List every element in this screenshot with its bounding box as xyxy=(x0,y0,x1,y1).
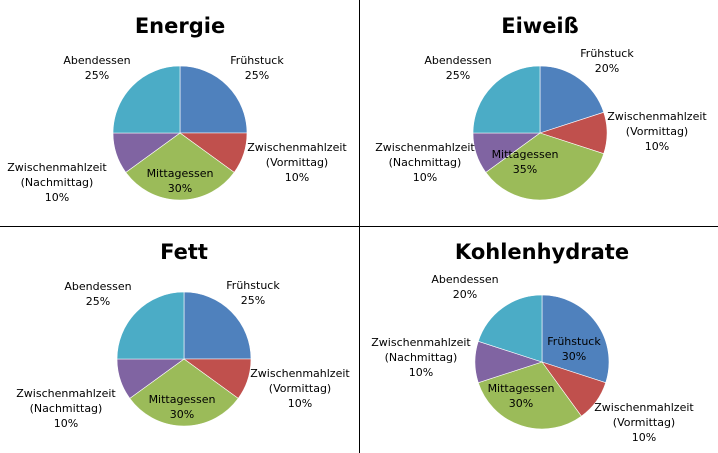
data-label-fruehstueck: Frühstuck 25% xyxy=(226,279,280,307)
chart-panel-kohlenhydrate: Kohlenhydrate Frühstuck 30% Zwischenmahlzei… xyxy=(359,226,718,452)
pie-chart-kohlenhydrate: Kohlenhydrate Frühstuck 30% Zwischenmahlzei… xyxy=(371,240,694,444)
data-label-zwischenmahlzeit-vormittag: Zwischenmahlzeit (Vormittag) 10% xyxy=(594,401,694,444)
data-label-mittagessen: Mittagessen 30% xyxy=(147,167,214,195)
chart-title: Energie xyxy=(135,14,225,38)
pie-slice-mittagessen xyxy=(129,358,239,427)
chart-title: Kohlenhydrate xyxy=(455,240,629,264)
pie-slice-abendessen xyxy=(477,294,543,363)
data-label-zwischenmahlzeit-nachmittag: Zwischenmahlzeit (Nachmittag) 10% xyxy=(375,141,475,184)
pie-slice-abendessen xyxy=(472,65,541,134)
pie-slice-mittagessen xyxy=(125,132,235,201)
data-label-abendessen: Abendessen 25% xyxy=(424,54,491,82)
data-label-mittagessen: Mittagessen 35% xyxy=(492,148,559,176)
pie-slice-fruehstueck xyxy=(541,294,610,384)
pie-slice-mittagessen xyxy=(485,132,605,201)
chart-title: Eiweiß xyxy=(501,14,579,38)
chart-panel-eiweiss: Eiweiß Frühstuck 20% Zwischenmahlzeit (Vormi… xyxy=(359,0,718,226)
data-label-zwischenmahlzeit-nachmittag: Zwischenmahlzeit (Nachmittag) 10% xyxy=(16,387,116,430)
data-label-mittagessen: Mittagessen 30% xyxy=(149,393,216,421)
data-label-mittagessen: Mittagessen 30% xyxy=(488,382,555,410)
data-label-fruehstueck: Frühstuck 30% xyxy=(547,335,601,363)
data-label-abendessen: Abendessen 25% xyxy=(63,54,130,82)
pie-slice-fruehstueck xyxy=(183,291,252,360)
data-label-zwischenmahlzeit-vormittag: Zwischenmahlzeit (Vormittag) 10% xyxy=(250,367,350,410)
chart-panel-fett: Fett Frühstuck 25% Zwischenmahlzeit (Vormitt… xyxy=(0,226,359,452)
pie-slice-mittagessen xyxy=(477,361,582,430)
pie-slice-abendessen xyxy=(112,65,181,134)
data-label-zwischenmahlzeit-vormittag: Zwischenmahlzeit (Vormittag) 10% xyxy=(247,141,347,184)
data-label-zwischenmahlzeit-nachmittag: Zwischenmahlzeit (Nachmittag) 10% xyxy=(7,161,107,204)
data-label-zwischenmahlzeit-nachmittag: Zwischenmahlzeit (Nachmittag) 10% xyxy=(371,336,471,379)
data-label-abendessen: Abendessen 20% xyxy=(431,273,498,301)
chart-title: Fett xyxy=(160,240,208,264)
data-label-fruehstueck: Frühstuck 20% xyxy=(580,47,634,75)
pie-slice-fruehstueck xyxy=(539,65,605,134)
pie-slice-abendessen xyxy=(116,291,185,360)
chart-panel-energie: Energie Frühstuck 25% Zwischenmahlzeit (Vorm… xyxy=(0,0,359,226)
pie-slice-fruehstueck xyxy=(179,65,248,134)
pie-chart-fett: Fett Frühstuck 25% Zwischenmahlzeit (Vormitt… xyxy=(16,240,350,430)
horizontal-divider xyxy=(0,226,718,227)
data-label-fruehstueck: Frühstuck 25% xyxy=(230,54,284,82)
data-label-zwischenmahlzeit-vormittag: Zwischenmahlzeit (Vormittag) 10% xyxy=(607,110,707,153)
data-label-abendessen: Abendessen 25% xyxy=(64,280,131,308)
